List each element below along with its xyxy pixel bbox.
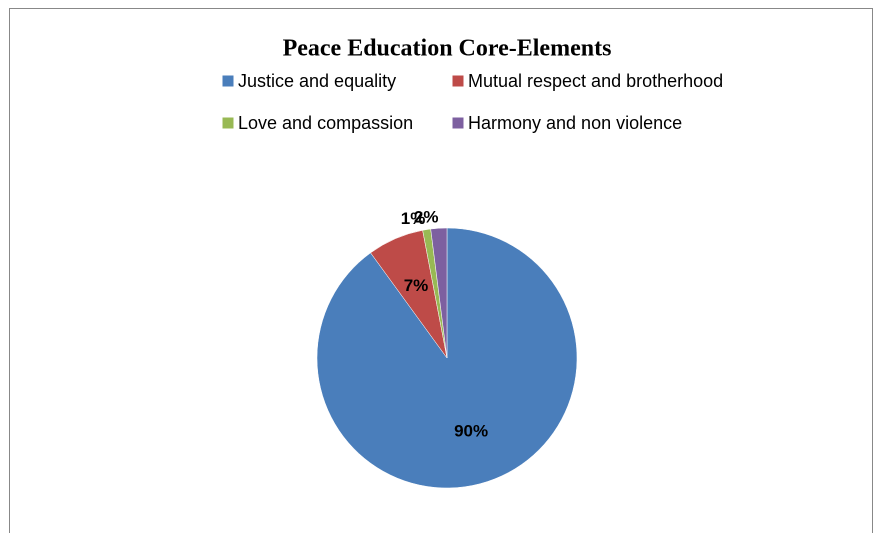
- data-label: 90%: [454, 422, 488, 441]
- legend-label: Harmony and non violence: [468, 113, 682, 133]
- chart-title: Peace Education Core-Elements: [283, 36, 612, 62]
- legend-swatch: [451, 116, 465, 130]
- legend-swatch: [221, 116, 235, 130]
- legend-swatch: [451, 74, 465, 88]
- chart-border: [9, 8, 873, 533]
- data-label: 1%: [401, 209, 426, 228]
- pie-slice: [430, 227, 448, 359]
- legend-label: Love and compassion: [238, 113, 413, 133]
- data-label: 2%: [414, 207, 439, 226]
- data-label: 7%: [404, 276, 429, 295]
- legend-label: Mutual respect and brotherhood: [468, 71, 723, 91]
- legend-swatch: [221, 74, 235, 88]
- legend-label: Justice and equality: [238, 71, 396, 91]
